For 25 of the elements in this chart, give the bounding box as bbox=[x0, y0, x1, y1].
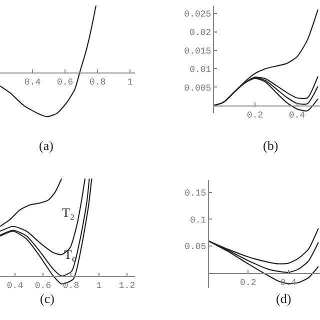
y-tick-label: 0.025 bbox=[184, 10, 212, 20]
text: (a) bbox=[39, 138, 54, 153]
text: (c) bbox=[40, 291, 54, 306]
y-tick-label: 0.02 bbox=[190, 28, 212, 38]
x-tick-label: 1 bbox=[127, 77, 133, 88]
x-tick-label: 0.4 bbox=[6, 280, 24, 291]
y-tick-label: 0.01 bbox=[190, 64, 212, 75]
y-tick-label: 0.15 bbox=[184, 188, 206, 199]
x-tick-label: 0.2 bbox=[246, 110, 264, 120]
y-tick-label: 0.05 bbox=[184, 242, 206, 252]
x-tick-label: 1 bbox=[96, 280, 102, 291]
x-tick-label: 0.4 bbox=[24, 77, 41, 88]
x-tick-label: 0.6 bbox=[34, 280, 52, 291]
annotation: T₂ bbox=[62, 205, 74, 220]
y-tick-label: 0.1 bbox=[190, 215, 206, 226]
x-tick-label: 1.2 bbox=[118, 280, 136, 291]
text: (d) bbox=[276, 291, 292, 306]
x-tick-label: 0.8 bbox=[62, 280, 80, 291]
x-tick-label: 0.8 bbox=[89, 77, 106, 88]
text: (b) bbox=[263, 138, 278, 153]
x-tick-label: 0.4 bbox=[288, 110, 306, 120]
x-tick-label: 0.6 bbox=[56, 77, 74, 88]
y-tick-label: 0.015 bbox=[184, 46, 212, 56]
y-tick-label: 0.005 bbox=[184, 83, 212, 94]
x-tick-label: 0.2 bbox=[240, 278, 256, 288]
